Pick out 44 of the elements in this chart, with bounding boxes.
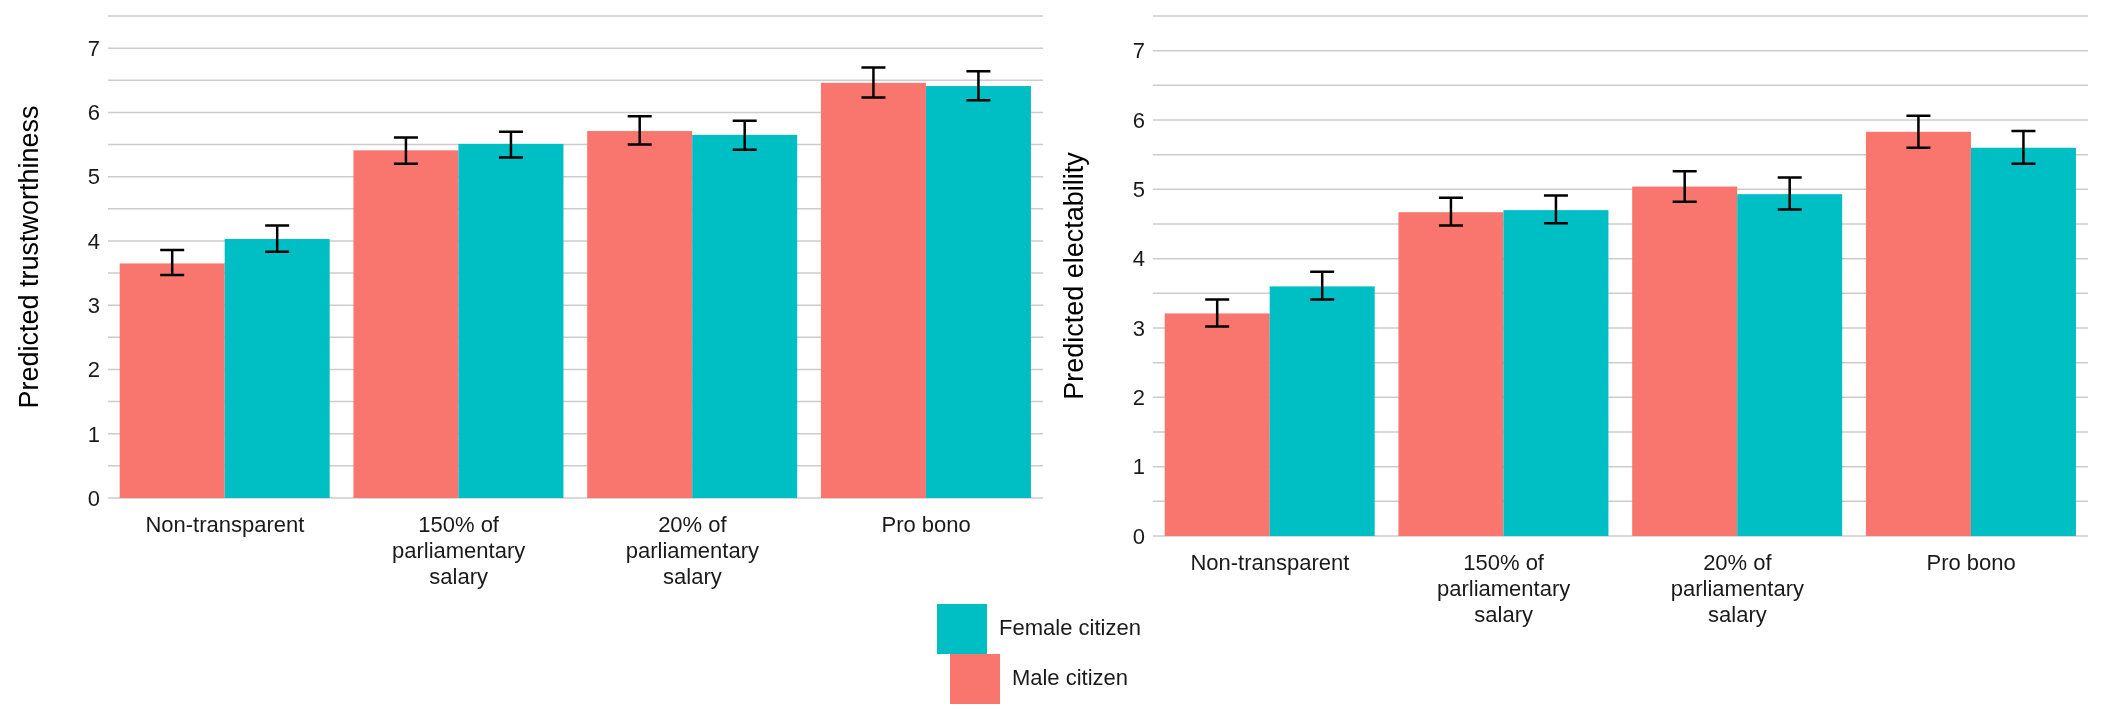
bar — [1503, 210, 1609, 536]
y-tick-label: 7 — [87, 35, 100, 61]
bar — [1269, 286, 1375, 536]
legend-label: Male citizen — [1011, 664, 1129, 690]
y-tick-label: 7 — [1132, 38, 1145, 64]
bar — [1737, 194, 1843, 536]
x-tick-label: Pro bono — [881, 512, 971, 537]
bar — [224, 239, 330, 498]
y-tick-label: 6 — [1132, 107, 1145, 133]
x-tick-label: Non-transparent — [1190, 550, 1350, 575]
y-tick-label: 5 — [1132, 177, 1145, 203]
x-tick-label: 20% of parliamentary salary — [1670, 550, 1805, 627]
y-tick-label: 4 — [87, 228, 100, 254]
x-tick-label: Pro bono — [1926, 550, 2016, 575]
bar — [925, 86, 1031, 498]
bar — [353, 150, 459, 498]
bar — [820, 82, 926, 498]
y-tick-label: 5 — [87, 164, 100, 190]
y-tick-label: 6 — [87, 100, 100, 126]
bar — [458, 143, 564, 498]
y-tick-label: 2 — [1132, 385, 1145, 411]
y-tick-label: 1 — [1132, 454, 1145, 480]
y-axis-title: Predicted electability — [1058, 151, 1089, 400]
x-tick-label: 150% of parliamentary salary — [1436, 550, 1571, 627]
y-tick-label: 3 — [87, 293, 100, 319]
legend-label: Female citizen — [999, 614, 1141, 640]
bar — [1398, 212, 1504, 536]
y-tick-label: 0 — [1132, 523, 1145, 549]
bar — [1164, 313, 1270, 536]
y-tick-label: 0 — [87, 485, 100, 511]
y-tick-label: 1 — [87, 421, 100, 447]
x-tick-label: 20% of parliamentary salary — [625, 512, 760, 589]
y-tick-label: 2 — [87, 357, 100, 383]
bar — [119, 263, 225, 498]
x-tick-label: 150% of parliamentary salary — [391, 512, 526, 589]
y-tick-label: 3 — [1132, 315, 1145, 341]
bar — [692, 134, 798, 498]
bar — [587, 131, 693, 498]
bar — [1865, 131, 1971, 536]
y-axis-title: Predicted trustworthiness — [13, 105, 44, 409]
bar — [1970, 147, 2076, 536]
y-tick-label: 4 — [1132, 246, 1145, 272]
x-tick-label: Non-transparent — [145, 512, 305, 537]
bar — [1632, 186, 1738, 536]
